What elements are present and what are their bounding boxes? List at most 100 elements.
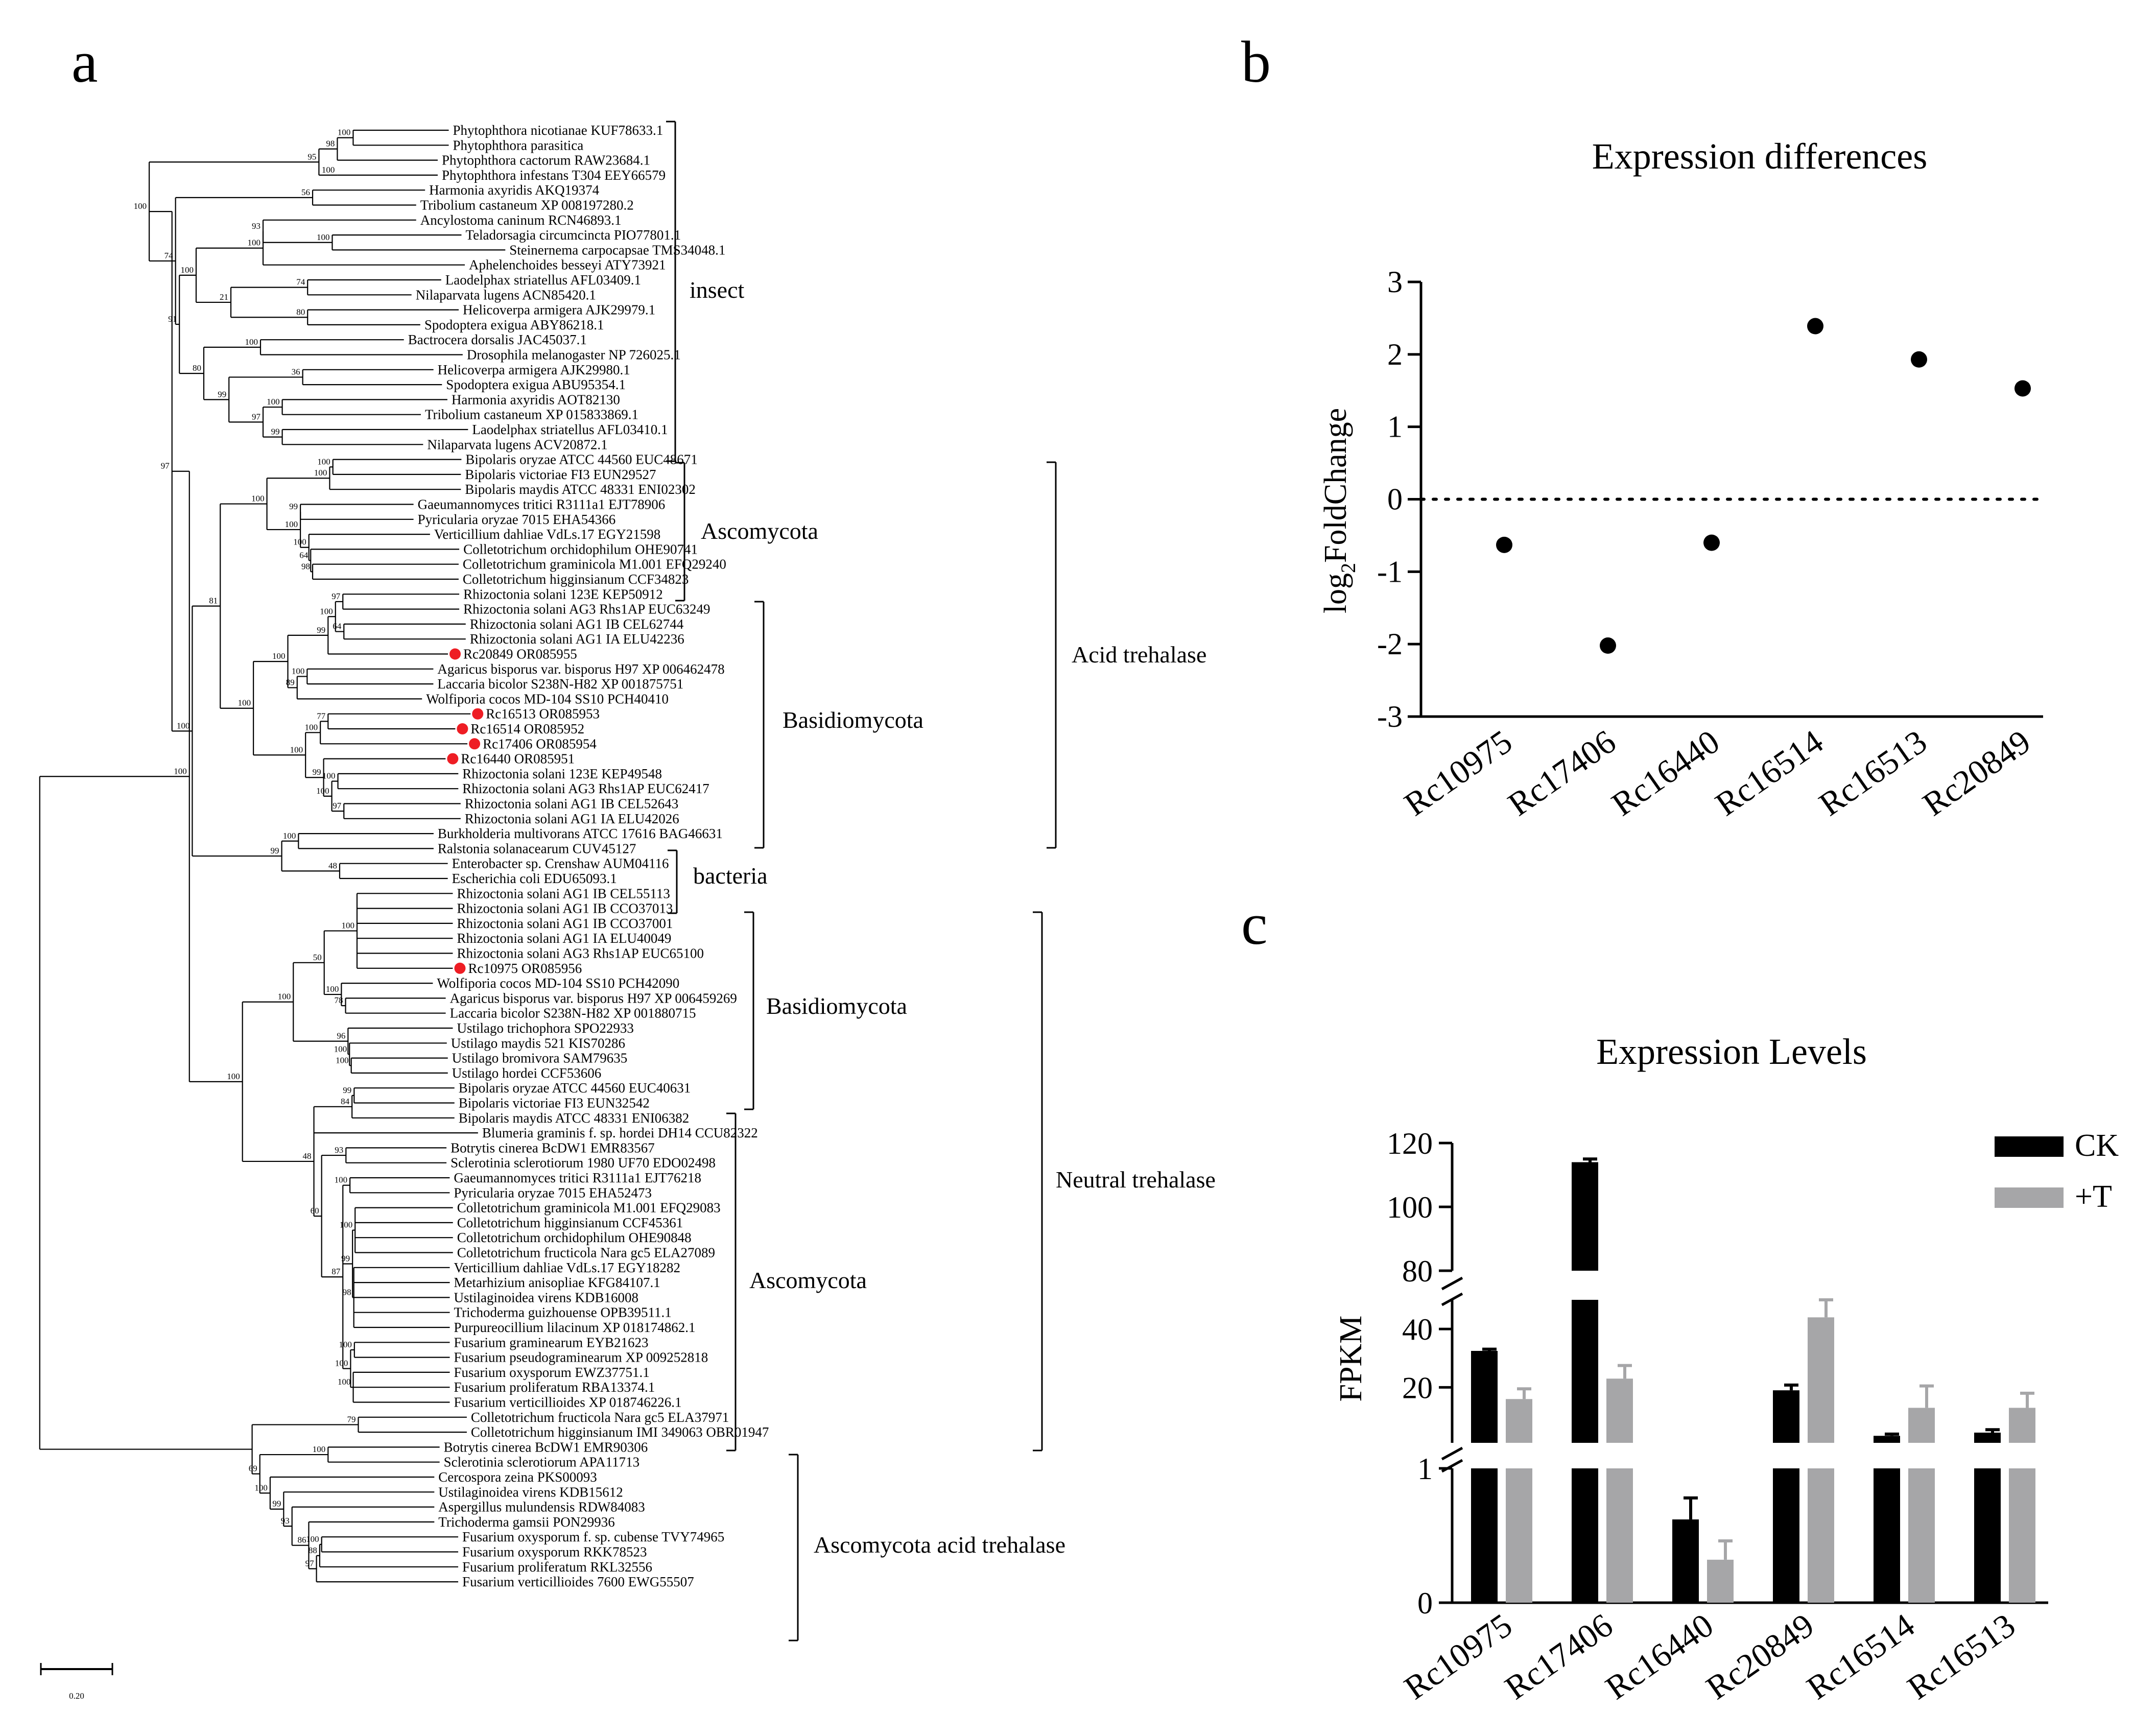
leaf-label: Tribolium castaneum XP 015833869.1 xyxy=(425,407,638,422)
bar-segment xyxy=(1974,1468,2001,1603)
bootstrap-value: 95 xyxy=(307,152,316,161)
leaf-label: Ustilago bromivora SAM79635 xyxy=(452,1051,628,1066)
legend-label: CK xyxy=(2075,1128,2119,1163)
bootstrap-value: 100 xyxy=(305,722,318,732)
y-tick-label: 120 xyxy=(1387,1127,1433,1160)
highlight-dot xyxy=(472,708,484,720)
bootstrap-value: 93 xyxy=(281,1516,290,1526)
bootstrap-value: 99 xyxy=(341,1253,350,1263)
leaf-label: Botrytis cinerea BcDW1 EMR90306 xyxy=(444,1439,648,1455)
bar-segment xyxy=(2009,1468,2035,1603)
y-axis-label: log2FoldChange xyxy=(1318,408,1360,613)
bootstrap-value: 98 xyxy=(326,139,335,149)
y-tick-label: 2 xyxy=(1387,338,1403,371)
leaf-label: Ustilaginoidea virens KDB16008 xyxy=(454,1290,638,1305)
bar-segment xyxy=(1773,1390,1799,1443)
clade-label: insect xyxy=(690,277,745,303)
clade-label: Ascomycota xyxy=(749,1267,867,1293)
clade-label: Acid trehalase xyxy=(1072,641,1206,668)
bootstrap-value: 99 xyxy=(271,427,280,437)
bootstrap-value: 100 xyxy=(283,831,296,841)
bootstrap-value: 74 xyxy=(296,277,305,287)
y-tick-label: -3 xyxy=(1377,700,1403,733)
bootstrap-value: 100 xyxy=(339,1340,352,1349)
leaf-label: Bipolaris victoriae FI3 EUN29527 xyxy=(465,467,656,482)
leaf-label: Laccaria bicolor S238N-H82 XP 001880715 xyxy=(450,1006,696,1021)
bootstrap-value: 97 xyxy=(252,412,261,421)
y-tick-label: 1 xyxy=(1387,410,1403,444)
bar-segment xyxy=(1808,1317,1834,1443)
bootstrap-value: 87 xyxy=(331,1267,341,1276)
y-tick-label: 0 xyxy=(1387,483,1403,516)
bootstrap-value: 48 xyxy=(303,1151,312,1161)
bootstrap-value: 100 xyxy=(278,992,291,1002)
highlight-dot xyxy=(447,753,459,765)
bootstrap-value: 100 xyxy=(320,606,333,616)
bootstrap-value: 100 xyxy=(254,1483,268,1492)
bootstrap-value: 100 xyxy=(313,1444,326,1454)
leaf-label: Rc16440 OR085951 xyxy=(461,751,575,767)
leaf-label: Rhizoctonia solani AG1 IB CCO37013 xyxy=(457,901,673,916)
bootstrap-value: 100 xyxy=(177,721,190,730)
bar-segment xyxy=(1908,1468,1935,1603)
leaf-label: Enterobacter sp. Crenshaw AUM04116 xyxy=(452,856,669,871)
bootstrap-value: 74 xyxy=(164,251,174,260)
leaf-label: Aspergillus mulundensis RDW84083 xyxy=(438,1500,645,1515)
bar-segment xyxy=(1808,1468,1834,1603)
y-tick-label: 100 xyxy=(1387,1191,1433,1224)
leaf-label: Fusarium verticillioides XP 018746226.1 xyxy=(454,1395,682,1410)
leaf-label: Phytophthora cactorum RAW23684.1 xyxy=(442,153,650,168)
bootstrap-value: 100 xyxy=(248,238,261,248)
leaf-label: Sclerotinia sclerotiorum 1980 UF70 EDO02… xyxy=(451,1155,716,1171)
leaf-label: Fusarium verticillioides 7600 EWG55507 xyxy=(462,1574,694,1589)
legend-swatch xyxy=(1995,1187,2064,1208)
bootstrap-value: 64 xyxy=(299,550,309,560)
y-axis-label-subscript: 2 xyxy=(1337,563,1360,573)
x-tick-label: Rc16514 xyxy=(1800,1606,1922,1706)
bootstrap-value: 93 xyxy=(335,1145,343,1155)
y-axis-label: FPKM xyxy=(1334,1316,1368,1402)
legend-swatch xyxy=(1995,1136,2064,1157)
bar-segment xyxy=(1974,1433,2001,1443)
leaf-label: Verticillium dahliae VdLs.17 EGY21598 xyxy=(434,527,660,542)
leaf-label: Laodelphax striatellus AFL03410.1 xyxy=(472,422,668,437)
bootstrap-value: 100 xyxy=(336,1055,349,1065)
leaf-label: Steinernema carpocapsae TMS34048.1 xyxy=(509,242,725,257)
bootstrap-value: 100 xyxy=(317,232,330,242)
x-tick-label: Rc16513 xyxy=(1901,1606,2022,1706)
leaf-label: Fusarium oxysporum EWZ37751.1 xyxy=(454,1365,650,1380)
phylogenetic-tree: 1009810095561009310074802110010036100999… xyxy=(39,123,769,1589)
x-tick-label: Rc16514 xyxy=(1709,723,1830,823)
y-tick-label: 0 xyxy=(1417,1586,1433,1620)
highlight-dot xyxy=(457,723,468,734)
bootstrap-value: 97 xyxy=(305,1558,315,1568)
bootstrap-value: 100 xyxy=(340,1220,353,1230)
bootstrap-value: 100 xyxy=(335,1175,348,1185)
axis-break-mark xyxy=(1441,1446,1463,1461)
bootstrap-value: 100 xyxy=(174,766,187,776)
bootstrap-value: 100 xyxy=(322,771,336,781)
bootstrap-value: 100 xyxy=(326,984,339,994)
leaf-label: Fusarium proliferatum RKL32556 xyxy=(462,1559,652,1575)
tree-scale-bar: 0.20 xyxy=(40,1663,113,1701)
leaf-label: Rhizoctonia solani AG1 IB CEL62744 xyxy=(470,616,684,632)
leaf-label: Colletotrichum graminicola M1.001 EFQ290… xyxy=(457,1200,721,1216)
leaf-label: Rhizoctonia solani AG1 IB CCO37001 xyxy=(457,916,673,931)
bootstrap-value: 100 xyxy=(293,537,306,547)
bootstrap-value: 100 xyxy=(306,1534,319,1544)
leaf-label: Pyricularia oryzae 7015 EHA54366 xyxy=(418,512,616,527)
x-tick-label: Rc17406 xyxy=(1502,723,1623,823)
bootstrap-value: 77 xyxy=(317,711,326,721)
leaf-label: Rhizoctonia solani AG1 IB CEL55113 xyxy=(457,886,670,901)
leaf-label: Ralstonia solanacearum CUV45127 xyxy=(438,841,636,856)
bar-segment xyxy=(1572,1468,1598,1603)
bar-segment xyxy=(1606,1468,1633,1603)
bar-segment xyxy=(1572,1300,1598,1443)
leaf-label: Harmonia axyridis AKQ19374 xyxy=(429,182,599,198)
leaf-label: Tribolium castaneum XP 008197280.2 xyxy=(420,198,634,213)
bootstrap-value: 100 xyxy=(267,397,280,407)
bar-segment xyxy=(1707,1559,1734,1603)
leaf-label: Rhizoctonia solani AG1 IA ELU40049 xyxy=(457,931,671,946)
axis-break-mark xyxy=(1441,1292,1463,1306)
y-tick-label: -2 xyxy=(1377,627,1403,661)
